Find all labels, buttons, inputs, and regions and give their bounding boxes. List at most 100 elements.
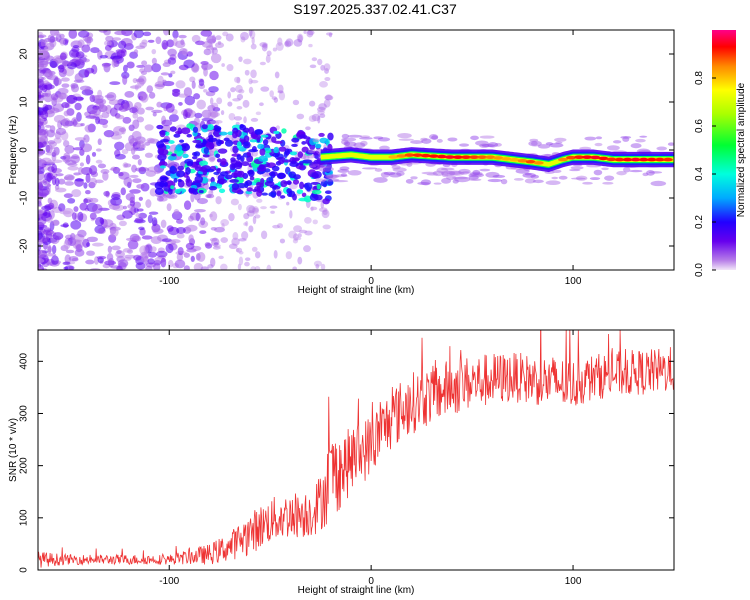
spectrogram-blob [298, 197, 309, 202]
spectrogram-blob [226, 64, 234, 72]
spectrogram-blob [176, 226, 186, 234]
spectrogram-blob [136, 116, 145, 123]
spectrogram-blob [537, 144, 551, 149]
spectrogram-blob [229, 163, 236, 171]
spectrogram-blob [252, 134, 262, 140]
spectrogram-blob [209, 111, 220, 118]
spectrogram-ridge-peak [509, 158, 520, 162]
spectrogram-blob [209, 213, 213, 218]
spectrogram-ridge-peak [525, 159, 536, 164]
spectrogram-blob [235, 84, 243, 93]
spectrogram-blob [252, 207, 259, 213]
spectrogram-blob [314, 143, 322, 149]
spectrogram-blob [102, 219, 114, 228]
spectrogram-blob [51, 159, 63, 164]
spectrogram-blob [49, 60, 58, 69]
spectrogram-ridge-peak [622, 157, 633, 162]
spectrogram-blob [212, 46, 218, 51]
spectrogram-blob [91, 203, 103, 214]
spectrogram-blob [326, 32, 333, 36]
spectrogram-blob [276, 190, 282, 197]
spectrogram-blob [214, 127, 221, 132]
spectrogram-blob [224, 174, 233, 180]
spectrogram-blob [46, 173, 52, 183]
spectrogram-blob [40, 39, 48, 48]
spectrogram-blob [410, 176, 418, 180]
spectrogram-blob [51, 244, 57, 255]
spectrogram-blob [177, 246, 184, 256]
spectrogram-blob [201, 124, 208, 130]
spectrogram-blob [192, 155, 198, 160]
spectrogram-blob [236, 247, 243, 253]
colorbar-ticks: 0.0 0.2 0.4 0.6 0.8 [694, 71, 716, 277]
spectrogram-blob [65, 249, 75, 254]
spectrogram-blob [307, 149, 316, 154]
spectrogram-blob [232, 232, 239, 241]
spectrogram-blob [120, 187, 126, 196]
spectrogram-blob [218, 178, 225, 185]
spectrogram-blob [113, 125, 125, 136]
spectrogram-blob [129, 85, 142, 89]
spectrogram-blob [248, 78, 253, 85]
spectrogram-blob [293, 39, 303, 47]
spectrogram-blob [55, 187, 67, 193]
spectrogram-blob [622, 136, 630, 142]
spectrogram-blob [186, 51, 194, 57]
spectrogram-blob [214, 42, 225, 49]
spectrogram-blob [244, 69, 250, 76]
spectrogram-blob [190, 192, 195, 203]
spectrogram-blob [281, 128, 287, 134]
spectrogram-xtick-label: -100 [159, 276, 179, 287]
spectrogram-blob [239, 124, 247, 131]
spectrogram-blob [191, 80, 196, 89]
spectrogram-blob [67, 61, 72, 65]
spectrogram-blob [199, 160, 209, 167]
snr-ytick-label: 400 [19, 353, 30, 370]
spectrogram-blob [269, 205, 278, 209]
spectrogram-blob [200, 217, 206, 226]
spectrogram-blob [323, 99, 331, 108]
colorbar-tick-label: 0.8 [694, 71, 705, 85]
spectrogram-blob [99, 54, 109, 59]
spectrogram-blob [220, 110, 225, 116]
spectrogram-blob [667, 142, 674, 146]
spectrogram-blob [623, 167, 631, 173]
spectrogram-blob [193, 93, 201, 100]
snr-xtick-label: 0 [368, 576, 374, 587]
spectrogram-blob [70, 220, 82, 230]
spectrogram-blob [288, 230, 297, 239]
spectrogram-blob [103, 62, 111, 73]
spectrogram-blob [47, 197, 53, 204]
spectrogram-blob [259, 148, 266, 156]
spectrogram-blob [216, 139, 222, 147]
spectrogram-blob [208, 43, 213, 49]
spectrogram-blob [63, 110, 70, 117]
spectrogram-blob [251, 206, 260, 215]
spectrogram-blob [231, 182, 240, 191]
spectrogram-blob [232, 98, 241, 102]
spectrogram-blob [276, 157, 286, 161]
spectrogram-blob [308, 43, 313, 48]
spectrogram-blob [208, 186, 218, 191]
spectrogram-blob [215, 153, 221, 159]
spectrogram-blob [274, 71, 280, 79]
spectrogram-blob [61, 83, 70, 88]
spectrogram-blob [144, 152, 153, 158]
spectrogram-blob [209, 157, 215, 161]
spectrogram-blob [124, 91, 135, 98]
spectrogram-blob [193, 117, 200, 126]
spectrogram-blob [308, 100, 316, 107]
spectrogram-blob [194, 112, 203, 119]
spectrogram-blob [174, 188, 181, 194]
spectrogram-blob [235, 160, 241, 166]
spectrogram-blob [49, 107, 60, 114]
spectrogram-ridge-peak [574, 155, 585, 159]
spectrogram-blob [207, 124, 214, 131]
spectrogram-blob [40, 110, 49, 120]
spectrogram-blob [175, 80, 186, 89]
spectrogram-blob [185, 242, 195, 250]
spectrogram-blob [320, 263, 326, 270]
spectrogram-blob [192, 126, 199, 133]
spectrogram-blob [421, 171, 438, 175]
spectrogram-blob [163, 30, 170, 36]
